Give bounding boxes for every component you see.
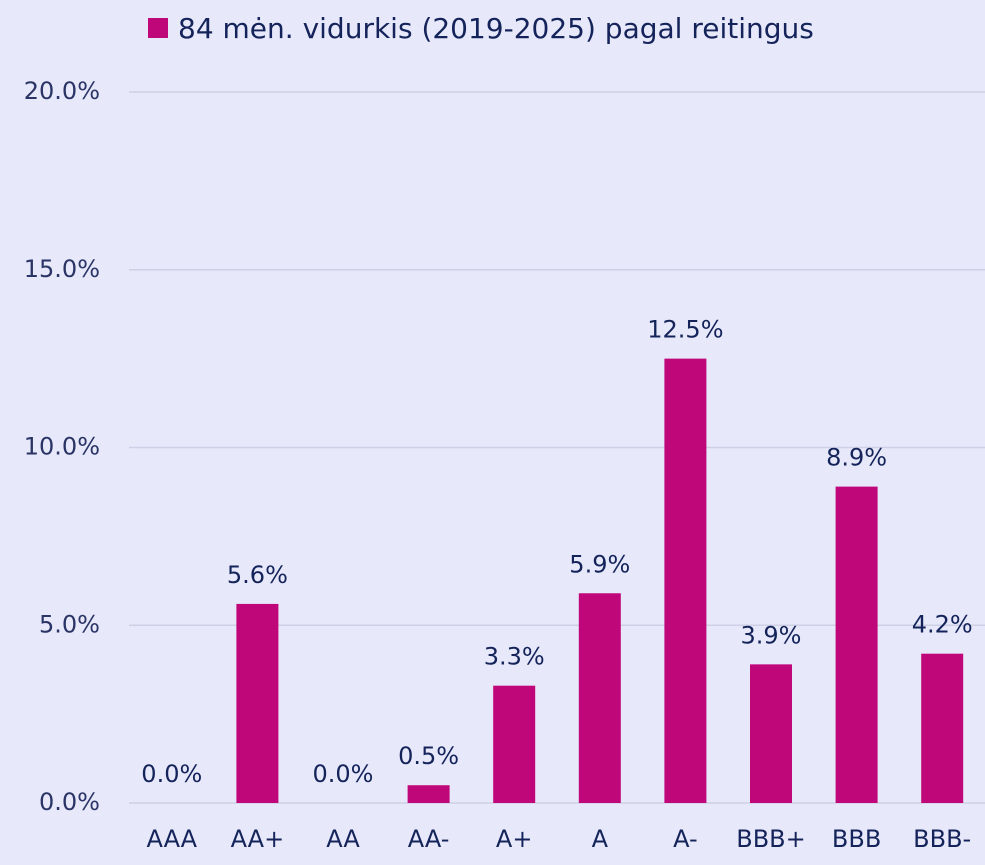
x-tick-label: AA- <box>408 825 450 853</box>
bar <box>236 603 279 803</box>
x-tick-label: BBB- <box>913 825 971 853</box>
bar <box>835 486 878 803</box>
value-label: 0.0% <box>141 760 202 788</box>
value-label: 5.6% <box>227 561 288 589</box>
x-tick-label: A+ <box>496 825 533 853</box>
value-label: 0.0% <box>313 760 374 788</box>
bar <box>493 685 536 803</box>
legend-label: 84 mėn. vidurkis (2019-2025) pagal reiti… <box>178 12 814 45</box>
value-label: 8.9% <box>826 444 887 472</box>
bar <box>921 653 964 803</box>
bar <box>750 664 792 803</box>
value-label: 4.2% <box>912 611 973 639</box>
x-tick-label: AA+ <box>231 825 285 853</box>
x-tick-label: AA <box>326 825 360 853</box>
x-tick-label: A- <box>673 825 698 853</box>
bar <box>664 358 707 803</box>
y-tick-label: 5.0% <box>39 610 100 638</box>
x-tick-label: BBB <box>832 825 881 853</box>
x-tick-label: A <box>592 825 609 853</box>
y-tick-label: 15.0% <box>24 255 100 283</box>
y-tick-label: 20.0% <box>24 77 100 105</box>
value-label: 3.3% <box>484 643 545 671</box>
legend-swatch <box>148 18 168 38</box>
bar <box>407 785 450 803</box>
value-label: 12.5% <box>647 316 723 344</box>
value-label: 5.9% <box>569 550 630 578</box>
x-tick-label: AAA <box>147 825 198 853</box>
value-label: 3.9% <box>741 621 802 649</box>
y-tick-label: 10.0% <box>24 433 100 461</box>
value-label: 0.5% <box>398 742 459 770</box>
y-tick-label: 0.0% <box>39 788 100 816</box>
x-tick-label: BBB+ <box>736 825 806 853</box>
bar <box>578 593 621 803</box>
